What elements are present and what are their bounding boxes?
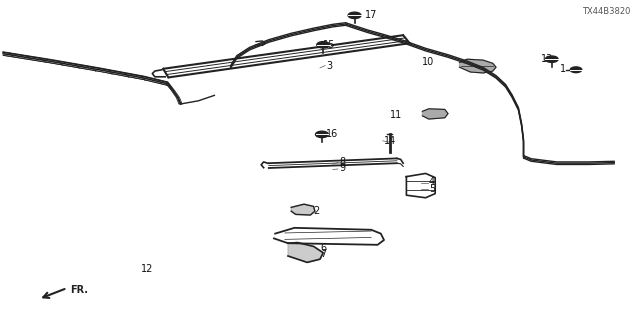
Text: 5: 5 (429, 184, 435, 194)
Circle shape (348, 12, 361, 19)
Text: 6: 6 (320, 243, 326, 253)
Circle shape (545, 56, 558, 62)
Text: 11: 11 (390, 110, 403, 120)
Text: 7: 7 (320, 249, 326, 260)
Circle shape (317, 42, 330, 48)
Text: 12: 12 (141, 264, 153, 274)
Polygon shape (422, 109, 448, 119)
Text: FR.: FR. (70, 285, 88, 295)
Text: 1: 1 (560, 64, 566, 74)
Circle shape (570, 67, 582, 73)
Text: 16: 16 (326, 129, 339, 140)
Polygon shape (291, 204, 315, 215)
Text: 13: 13 (541, 54, 553, 64)
Text: TX44B3820: TX44B3820 (582, 7, 630, 16)
Text: 14: 14 (384, 136, 396, 146)
Text: 17: 17 (365, 10, 377, 20)
Text: 3: 3 (326, 60, 333, 71)
Text: 15: 15 (323, 40, 335, 50)
Circle shape (316, 131, 328, 138)
Text: 10: 10 (422, 57, 435, 68)
Text: 8: 8 (339, 156, 346, 167)
Polygon shape (460, 59, 496, 73)
Text: 2: 2 (314, 206, 320, 216)
Text: 4: 4 (429, 177, 435, 188)
Text: 9: 9 (339, 163, 346, 173)
Polygon shape (288, 243, 323, 262)
